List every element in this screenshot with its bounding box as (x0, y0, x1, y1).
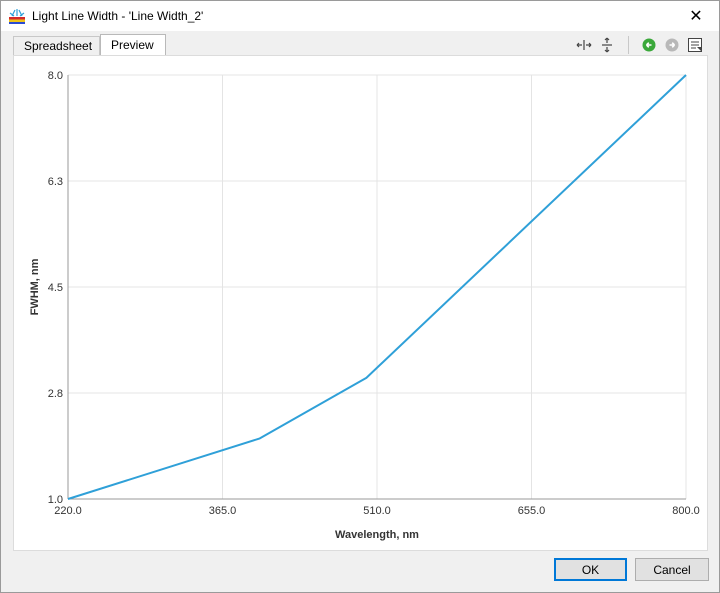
fwhm-line-chart: 220.0 365.0 510.0 655.0 800.0 1.0 2.8 4.5 6.3 8.0… (29, 70, 700, 541)
light-line-width-app-icon (9, 9, 25, 24)
y-tick-label: 1.0 (48, 494, 63, 506)
window-title: Light Line Width - 'Line Width_2' (32, 9, 204, 23)
y-tick-label: 6.3 (48, 176, 63, 188)
ok-button[interactable]: OK (554, 558, 627, 581)
x-axis-title: Wavelength, nm (335, 529, 419, 541)
fit-width-icon[interactable] (576, 37, 592, 53)
cancel-button[interactable]: Cancel (635, 558, 709, 581)
tab-preview[interactable]: Preview (100, 34, 166, 57)
y-axis-title: FWHM, nm (29, 258, 41, 315)
fit-height-icon[interactable] (599, 37, 615, 53)
preview-panel: 220.0 365.0 510.0 655.0 800.0 1.0 2.8 4.5 6.3 8.0… (13, 55, 708, 551)
x-tick-label: 800.0 (672, 505, 700, 517)
y-tick-label: 2.8 (48, 388, 63, 400)
toolbar-separator (628, 36, 629, 54)
forward-icon[interactable] (664, 37, 680, 53)
y-tick-label: 4.5 (48, 282, 63, 294)
close-icon: ✕ (689, 8, 703, 25)
zoom-menu-icon[interactable] (687, 37, 703, 53)
tab-spreadsheet[interactable]: Spreadsheet (13, 36, 100, 56)
y-tick-label: 8.0 (48, 70, 63, 82)
x-tick-label: 510.0 (363, 505, 391, 517)
close-button[interactable]: ✕ (673, 1, 719, 31)
series-line (67, 74, 687, 500)
title-bar[interactable]: Light Line Width - 'Line Width_2' ✕ (1, 1, 719, 31)
x-tick-label: 220.0 (54, 505, 82, 517)
back-icon[interactable] (641, 37, 657, 53)
x-tick-label: 365.0 (209, 505, 237, 517)
x-tick-label: 655.0 (518, 505, 546, 517)
